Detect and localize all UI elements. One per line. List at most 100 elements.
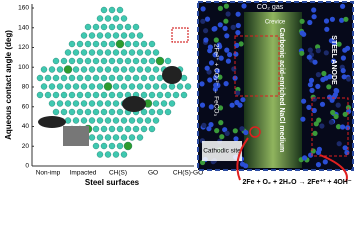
x-axis-title: Steel surfaces xyxy=(85,178,140,187)
bead xyxy=(200,159,206,166)
atom xyxy=(120,32,128,39)
crevice-channel xyxy=(244,12,302,168)
bead xyxy=(312,59,318,65)
atom xyxy=(108,74,116,82)
bead xyxy=(307,19,313,26)
atom xyxy=(132,23,140,31)
atom xyxy=(52,74,60,82)
atom xyxy=(180,91,188,99)
atom xyxy=(76,74,84,82)
atom xyxy=(140,125,148,133)
atom xyxy=(104,49,112,56)
atom xyxy=(72,100,80,107)
atom xyxy=(72,66,80,73)
atom xyxy=(140,74,148,82)
atom xyxy=(108,108,116,116)
atom xyxy=(104,151,112,158)
atom xyxy=(100,57,108,65)
atom xyxy=(96,66,104,73)
bead xyxy=(217,22,223,28)
y-tick-label: 20 xyxy=(22,143,30,150)
atom xyxy=(52,91,60,99)
bead xyxy=(217,74,223,80)
atom xyxy=(108,125,116,133)
y-tick-label: 120 xyxy=(18,44,29,51)
atom xyxy=(112,32,120,39)
bead xyxy=(239,161,246,167)
atom xyxy=(48,83,56,90)
atom xyxy=(68,108,76,116)
atom xyxy=(72,83,80,90)
x-tick-label: CH(S) xyxy=(109,170,127,177)
bead xyxy=(241,3,247,9)
bead xyxy=(306,54,312,60)
atom xyxy=(88,66,96,73)
atom xyxy=(104,134,112,141)
bead xyxy=(235,22,241,29)
atom xyxy=(92,23,100,31)
bead xyxy=(308,77,315,83)
atom xyxy=(56,83,64,90)
atom xyxy=(112,100,120,107)
atom xyxy=(68,91,76,99)
atom xyxy=(80,100,88,107)
atom xyxy=(96,117,104,124)
atom xyxy=(120,15,128,22)
atom xyxy=(80,83,88,90)
atom xyxy=(116,23,124,31)
atom xyxy=(56,66,64,73)
atom xyxy=(88,49,96,56)
bead xyxy=(341,74,347,80)
bead xyxy=(208,122,214,128)
atom xyxy=(68,74,76,82)
bead xyxy=(199,81,205,87)
atom xyxy=(140,57,148,65)
bead xyxy=(206,126,212,132)
atom xyxy=(116,125,124,133)
bead xyxy=(342,145,348,151)
bead xyxy=(229,102,235,108)
atom xyxy=(80,66,88,73)
bead xyxy=(231,66,237,72)
cathode-box xyxy=(202,141,242,161)
bead xyxy=(213,37,219,43)
bead xyxy=(240,97,246,103)
atom xyxy=(152,100,160,107)
bead xyxy=(307,82,313,88)
atom xyxy=(152,66,160,73)
atom xyxy=(108,23,116,31)
bead xyxy=(345,45,351,51)
bead xyxy=(315,72,321,78)
atom xyxy=(84,40,92,48)
x-tick-label: GO xyxy=(148,170,158,177)
bead xyxy=(328,119,334,125)
bead xyxy=(223,3,229,9)
atom xyxy=(96,100,104,107)
bead xyxy=(203,37,209,43)
atom xyxy=(124,23,132,31)
atom xyxy=(84,91,92,99)
atom xyxy=(123,141,133,151)
atom xyxy=(144,49,152,56)
bead xyxy=(235,11,241,17)
droplet-photo xyxy=(63,126,89,146)
atom xyxy=(108,40,116,48)
atom xyxy=(40,66,48,73)
bead xyxy=(238,41,244,47)
droplet xyxy=(38,116,66,128)
atom xyxy=(36,74,44,82)
graphical-abstract: 160 140 120 100 80 60 40 20 0 Non-imp Impacted CH(S… xyxy=(4,1,354,187)
y-tick-label: 100 xyxy=(18,64,29,71)
atom xyxy=(112,15,120,22)
atom xyxy=(132,74,140,82)
bead xyxy=(309,87,315,93)
atom xyxy=(144,117,152,124)
atom xyxy=(120,151,128,158)
bead xyxy=(204,65,210,71)
atom xyxy=(144,83,152,90)
atom xyxy=(108,91,116,99)
bead xyxy=(208,60,215,66)
atom xyxy=(104,15,112,22)
bead xyxy=(207,77,213,83)
bead xyxy=(300,116,306,122)
